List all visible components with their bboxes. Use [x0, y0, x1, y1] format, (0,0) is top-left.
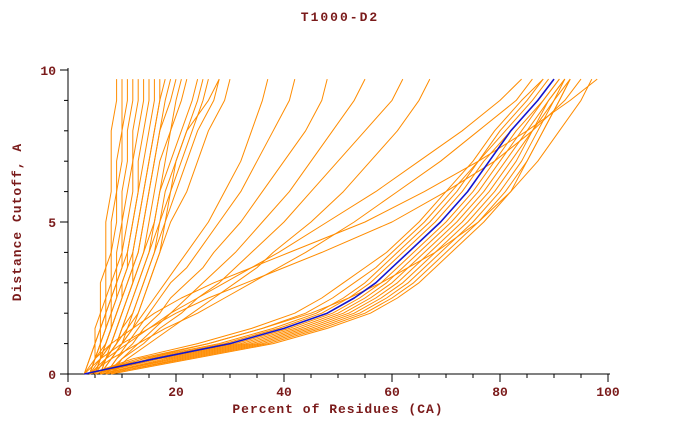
model-curve: [89, 78, 522, 375]
x-tick-label: 20: [168, 385, 184, 400]
model-curve: [89, 78, 533, 375]
model-curve: [99, 78, 269, 375]
x-axis-title: Percent of Residues (CA): [232, 402, 444, 417]
chart-title: T1000-D2: [300, 10, 380, 25]
y-tick-label: 10: [40, 64, 56, 79]
model-curve: [83, 78, 582, 375]
x-tick-label: 80: [492, 385, 508, 400]
model-curve: [94, 78, 188, 375]
model-curve: [89, 78, 544, 375]
model-curve: [89, 78, 549, 375]
x-tick-label: 100: [596, 385, 620, 400]
model-curve: [94, 78, 560, 375]
model-curve: [94, 78, 220, 375]
model-curve: [94, 78, 560, 375]
model-curve: [110, 78, 431, 375]
model-curve: [105, 78, 328, 375]
model-curve: [105, 78, 571, 375]
model-curve: [100, 78, 566, 375]
model-curve: [94, 79, 155, 375]
model-curve: [94, 78, 555, 375]
model-curve: [100, 78, 566, 375]
model-curve: [99, 78, 231, 375]
y-tick-label: 5: [48, 216, 56, 231]
model-curve: [89, 79, 128, 375]
model-curve: [105, 78, 366, 375]
model-curve: [94, 78, 593, 375]
highlighted-model-curve: [84, 78, 555, 375]
x-tick-label: 0: [64, 385, 72, 400]
model-curve: [110, 78, 404, 375]
model-curve: [99, 78, 220, 375]
model-curve: [99, 78, 199, 375]
x-tick-label: 40: [276, 385, 292, 400]
model-curve: [100, 78, 566, 375]
model-curve: [94, 79, 150, 375]
x-tick-label: 60: [384, 385, 400, 400]
y-tick-label: 0: [48, 368, 56, 383]
model-curve: [111, 78, 571, 375]
model-curve: [89, 79, 161, 375]
